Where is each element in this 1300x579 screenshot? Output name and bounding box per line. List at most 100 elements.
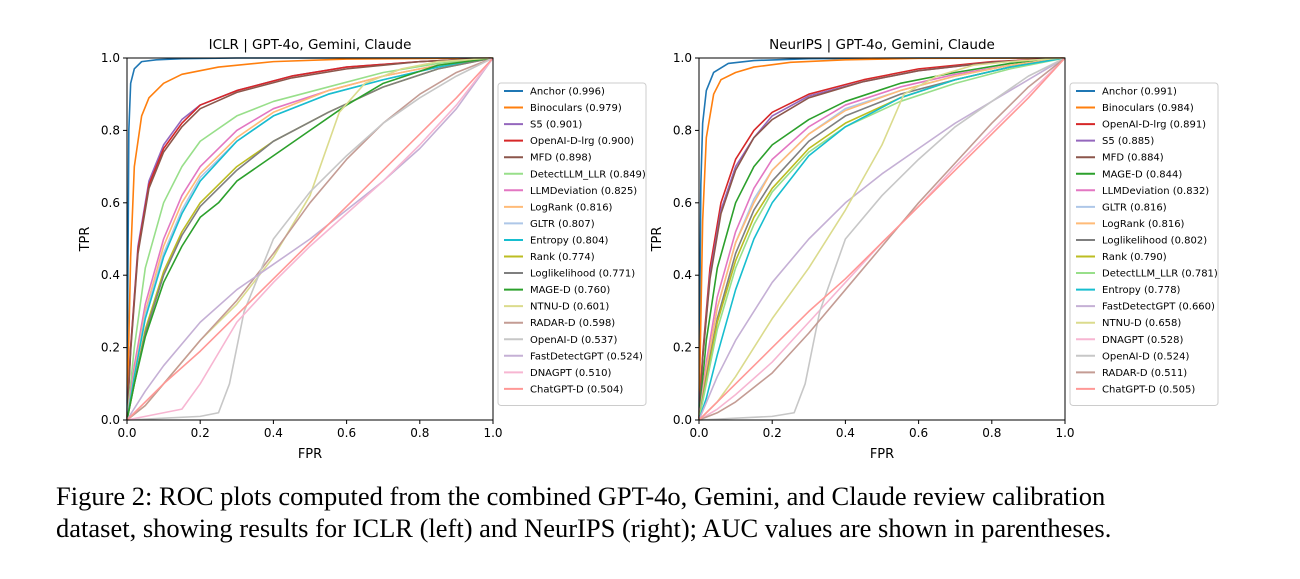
y-tick-label: 0.2: [673, 341, 692, 355]
legend-label: GLTR (0.816): [1102, 202, 1167, 213]
y-tick-label: 0.0: [673, 413, 692, 427]
series-line-18: [698, 57, 1066, 421]
chart-panel-2: NeurIPS | GPT-4o, Gemini, Claude 0.00.0 0.…: [650, 37, 1219, 462]
y-tick-label: 0.2: [101, 341, 120, 355]
legend-label: Anchor (0.996): [530, 87, 605, 98]
series-line-2: [126, 57, 494, 421]
legend-label: LogRank (0.816): [530, 202, 613, 213]
x-tick-label: 0.6: [909, 426, 928, 440]
legend-label: DNAGPT (0.528): [1102, 335, 1183, 346]
legend-label: Loglikelihood (0.771): [530, 269, 635, 280]
series-line-5: [698, 57, 1066, 421]
figure-caption: Figure 2: ROC plots computed from the co…: [56, 480, 1256, 544]
series-line-13: [698, 57, 1066, 421]
series-line-15: [698, 57, 1066, 421]
x-tick-label: 0.6: [337, 426, 356, 440]
legend-label: S5 (0.885): [1102, 136, 1154, 147]
x-tick-label: 1.0: [483, 426, 502, 440]
legend-label: Anchor (0.991): [1102, 87, 1177, 98]
series-lines: [698, 57, 1066, 421]
series-line-5: [126, 57, 494, 421]
y-tick-label: 0.4: [101, 268, 120, 282]
x-tick-label: 0.0: [117, 426, 136, 440]
chart-panel-1: ICLR | GPT-4o, Gemini, Claude 0.00.0 0.2 0.…: [78, 37, 647, 462]
y-axis-label: TPR: [650, 227, 665, 253]
legend-label: Loglikelihood (0.802): [1102, 235, 1207, 246]
series-line-19: [698, 57, 1066, 421]
legend-label: NTNU-D (0.658): [1102, 318, 1181, 329]
legend-label: GLTR (0.807): [530, 219, 595, 230]
y-tick-label: 0.0: [101, 413, 120, 427]
caption-line-2: dataset, showing results for ICLR (left)…: [56, 513, 1112, 543]
legend: Anchor (0.996) Binoculars (0.979) S5 (0.90…: [497, 82, 647, 406]
x-tick-label: 0.0: [689, 426, 708, 440]
series-line-16: [126, 57, 494, 421]
series-line-16: [698, 57, 1066, 421]
legend-label: RADAR-D (0.511): [1102, 368, 1187, 379]
legend-label: OpenAI-D (0.537): [530, 335, 618, 346]
legend-label: ChatGPT-D (0.505): [1102, 384, 1195, 395]
y-tick-label: 1.0: [101, 51, 120, 65]
legend-label: LLMDeviation (0.825): [530, 186, 637, 197]
chart-title: ICLR | GPT-4o, Gemini, Claude: [209, 37, 412, 53]
series-line-12: [698, 57, 1066, 421]
series-lines: [126, 57, 494, 421]
series-line-6: [698, 57, 1066, 421]
y-tick-label: 0.8: [101, 123, 120, 137]
legend-label: S5 (0.901): [530, 120, 582, 131]
legend-label: MFD (0.884): [1102, 153, 1164, 164]
y-tick-label: 0.6: [673, 196, 692, 210]
plot-frame: [126, 57, 494, 421]
series-line-6: [126, 57, 494, 421]
x-tick-label: 0.8: [410, 426, 429, 440]
y-axis-label: TPR: [78, 227, 93, 253]
legend-label: ChatGPT-D (0.504): [530, 384, 623, 395]
chart-title: NeurIPS | GPT-4o, Gemini, Claude: [769, 37, 995, 53]
plot-frame: [698, 57, 1066, 421]
legend-label: DetectLLM_LLR (0.781): [1102, 269, 1218, 280]
y-tick-label: 0.8: [673, 123, 692, 137]
legend-label: OpenAI-D-lrg (0.891): [1102, 120, 1206, 131]
series-line-10: [126, 57, 494, 421]
legend-label: Rank (0.774): [530, 252, 595, 263]
legend-label: MFD (0.898): [530, 153, 592, 164]
y-tick-label: 0.6: [101, 196, 120, 210]
legend-label: DetectLLM_LLR (0.849): [530, 169, 646, 180]
legend-label: Binoculars (0.979): [530, 103, 622, 114]
series-line-18: [126, 57, 494, 421]
legend-label: Binoculars (0.984): [1102, 103, 1194, 114]
legend: Anchor (0.991) Binoculars (0.984) OpenAI-D…: [1069, 82, 1219, 406]
series-line-19: [126, 57, 494, 421]
legend-label: OpenAI-D-lrg (0.900): [530, 136, 634, 147]
series-line-9: [698, 57, 1066, 421]
caption-line-1: Figure 2: ROC plots computed from the co…: [56, 481, 1106, 511]
legend-label: OpenAI-D (0.524): [1102, 351, 1190, 362]
legend-label: MAGE-D (0.844): [1102, 169, 1182, 180]
series-line-2: [698, 57, 1066, 421]
legend-label: LogRank (0.816): [1102, 219, 1185, 230]
x-tick-label: 0.2: [763, 426, 782, 440]
series-line-13: [126, 57, 494, 421]
x-tick-label: 1.0: [1055, 426, 1074, 440]
legend-label: NTNU-D (0.601): [530, 302, 609, 313]
legend-label: MAGE-D (0.760): [530, 285, 610, 296]
y-tick-label: 0.4: [673, 268, 692, 282]
series-line-17: [126, 57, 494, 421]
legend-box: [497, 82, 647, 406]
x-axis-label: FPR: [298, 447, 322, 462]
x-tick-label: 0.8: [982, 426, 1001, 440]
legend-label: RADAR-D (0.598): [530, 318, 615, 329]
x-tick-label: 0.4: [836, 426, 855, 440]
legend-label: LLMDeviation (0.832): [1102, 186, 1209, 197]
legend-label: FastDetectGPT (0.660): [1102, 302, 1215, 313]
legend-label: Rank (0.790): [1102, 252, 1167, 263]
roc-figure: ICLR | GPT-4o, Gemini, Claude0.00.00.20.…: [78, 37, 1219, 462]
x-tick-label: 0.2: [191, 426, 210, 440]
series-line-7: [698, 57, 1066, 421]
legend-label: FastDetectGPT (0.524): [530, 351, 643, 362]
y-tick-label: 1.0: [673, 51, 692, 65]
x-tick-label: 0.4: [264, 426, 283, 440]
legend-label: Entropy (0.778): [1102, 285, 1181, 296]
legend-label: Entropy (0.804): [530, 235, 609, 246]
legend-label: DNAGPT (0.510): [530, 368, 611, 379]
